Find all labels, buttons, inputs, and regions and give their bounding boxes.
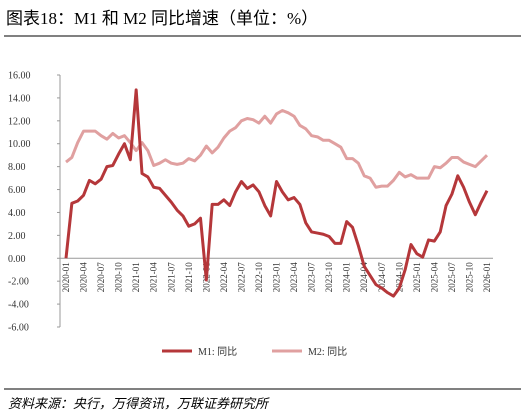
x-tick-label: 2026-01 (482, 262, 492, 292)
series-line (64, 88, 489, 298)
x-tick-label: 2024-10 (394, 262, 404, 292)
x-tick-label: 2022-07 (236, 262, 246, 292)
y-tick-label: 4.00 (8, 208, 26, 219)
y-tick-label: 6.00 (8, 185, 26, 196)
x-tick-label: 2023-10 (324, 262, 334, 292)
legend-label: M2: 同比 (308, 346, 347, 358)
x-tick-label: 2024-01 (342, 262, 352, 292)
x-tick-label: 2022-04 (219, 262, 229, 292)
y-tick-label: 12.00 (8, 116, 31, 127)
x-tick-label: 2025-04 (429, 262, 439, 292)
y-tick-label: -6.00 (8, 323, 29, 334)
x-tick-label: 2025-01 (412, 262, 422, 292)
x-tick-label: 2024-04 (359, 262, 369, 292)
y-tick-label: 0.00 (8, 254, 26, 265)
y-tick-label: 10.00 (8, 139, 31, 150)
series-line (65, 109, 489, 189)
x-tick-label: 2024-07 (377, 262, 387, 292)
x-tick-label: 2020-04 (79, 262, 89, 292)
x-tick-label: 2025-10 (464, 262, 474, 292)
x-tick-label: 2020-01 (61, 262, 71, 292)
x-tick-label: 2020-10 (114, 262, 124, 292)
y-tick-label: 16.00 (8, 71, 31, 82)
x-tick-label: 2021-07 (166, 262, 176, 292)
x-tick-label: 2021-01 (131, 262, 141, 292)
y-tick-label: -2.00 (8, 277, 29, 288)
x-tick-label: 2020-07 (96, 262, 106, 292)
x-tick-label: 2021-04 (149, 262, 159, 292)
x-tick-label: 2025-07 (447, 262, 457, 292)
x-tick-label: 2023-04 (289, 262, 299, 292)
source: 资料来源：央行，万得资讯，万联证券研究所 (8, 396, 270, 411)
y-tick-label: 2.00 (8, 231, 26, 242)
y-tick-label: -4.00 (8, 300, 29, 311)
x-tick-label: 2023-01 (272, 262, 282, 292)
legend-label: M1: 同比 (198, 346, 237, 358)
y-tick-label: 8.00 (8, 162, 26, 173)
y-tick-label: 14.00 (8, 93, 31, 104)
chart-title: 图表18：M1 和 M2 同比增速（单位：%） (6, 9, 318, 28)
x-tick-label: 2022-10 (254, 262, 264, 292)
x-tick-label: 2023-07 (307, 262, 317, 292)
x-tick-label: 2021-10 (184, 262, 194, 292)
